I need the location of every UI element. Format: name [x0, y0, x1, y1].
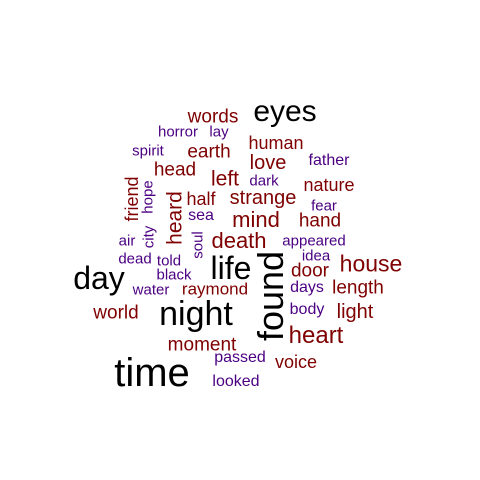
- cloud-word-looked: looked: [212, 373, 260, 390]
- cloud-word-length: length: [332, 277, 384, 299]
- cloud-word-left: left: [210, 167, 240, 191]
- cloud-word-water: water: [132, 281, 170, 299]
- cloud-word-night: night: [159, 295, 233, 333]
- cloud-word-time: time: [114, 351, 190, 395]
- cloud-word-idea: idea: [301, 247, 331, 265]
- cloud-word-head: head: [153, 159, 197, 181]
- cloud-word-found: found: [250, 250, 291, 342]
- cloud-word-lay: lay: [209, 123, 229, 141]
- cloud-word-told: told: [156, 252, 182, 270]
- cloud-word-strange: strange: [229, 187, 297, 209]
- cloud-word-hope: hope: [139, 180, 157, 214]
- cloud-word-friend: friend: [122, 176, 142, 222]
- cloud-word-life: life: [210, 250, 252, 286]
- cloud-word-heard: heard: [163, 191, 187, 245]
- cloud-word-sea: sea: [188, 207, 214, 224]
- cloud-word-passed: passed: [214, 349, 266, 366]
- cloud-word-day: day: [73, 260, 125, 296]
- cloud-word-world: world: [93, 302, 139, 324]
- cloud-word-black: black: [156, 266, 192, 284]
- cloud-word-heart: heart: [288, 322, 344, 349]
- cloud-word-words: words: [187, 106, 239, 128]
- cloud-word-hand: hand: [298, 210, 342, 232]
- cloud-word-air: air: [118, 232, 136, 250]
- cloud-word-spirit: spirit: [132, 142, 164, 160]
- cloud-word-days: days: [290, 279, 324, 296]
- cloud-word-half: half: [186, 189, 216, 209]
- cloud-word-body: body: [289, 301, 325, 318]
- cloud-word-moment: moment: [167, 334, 237, 356]
- cloud-word-house: house: [339, 250, 403, 277]
- cloud-word-earth: earth: [187, 141, 231, 163]
- cloud-word-voice: voice: [274, 352, 318, 372]
- cloud-word-city: city: [140, 225, 158, 249]
- cloud-word-nature: nature: [303, 175, 355, 195]
- cloud-word-love: love: [249, 152, 287, 174]
- cloud-word-raymond: raymond: [181, 279, 249, 299]
- cloud-word-dead: dead: [118, 250, 152, 268]
- cloud-word-soul: soul: [189, 231, 207, 259]
- cloud-word-dark: dark: [249, 172, 279, 190]
- cloud-word-light: light: [336, 301, 374, 323]
- cloud-word-eyes: eyes: [253, 95, 317, 128]
- cloud-word-father: father: [308, 152, 350, 169]
- cloud-word-human: human: [248, 133, 304, 153]
- cloud-word-appeared: appeared: [282, 232, 346, 250]
- cloud-word-fear: fear: [311, 197, 337, 215]
- cloud-word-mind: mind: [232, 207, 280, 232]
- cloud-word-door: door: [290, 260, 330, 282]
- cloud-word-death: death: [211, 228, 267, 253]
- cloud-word-horror: horror: [157, 123, 199, 141]
